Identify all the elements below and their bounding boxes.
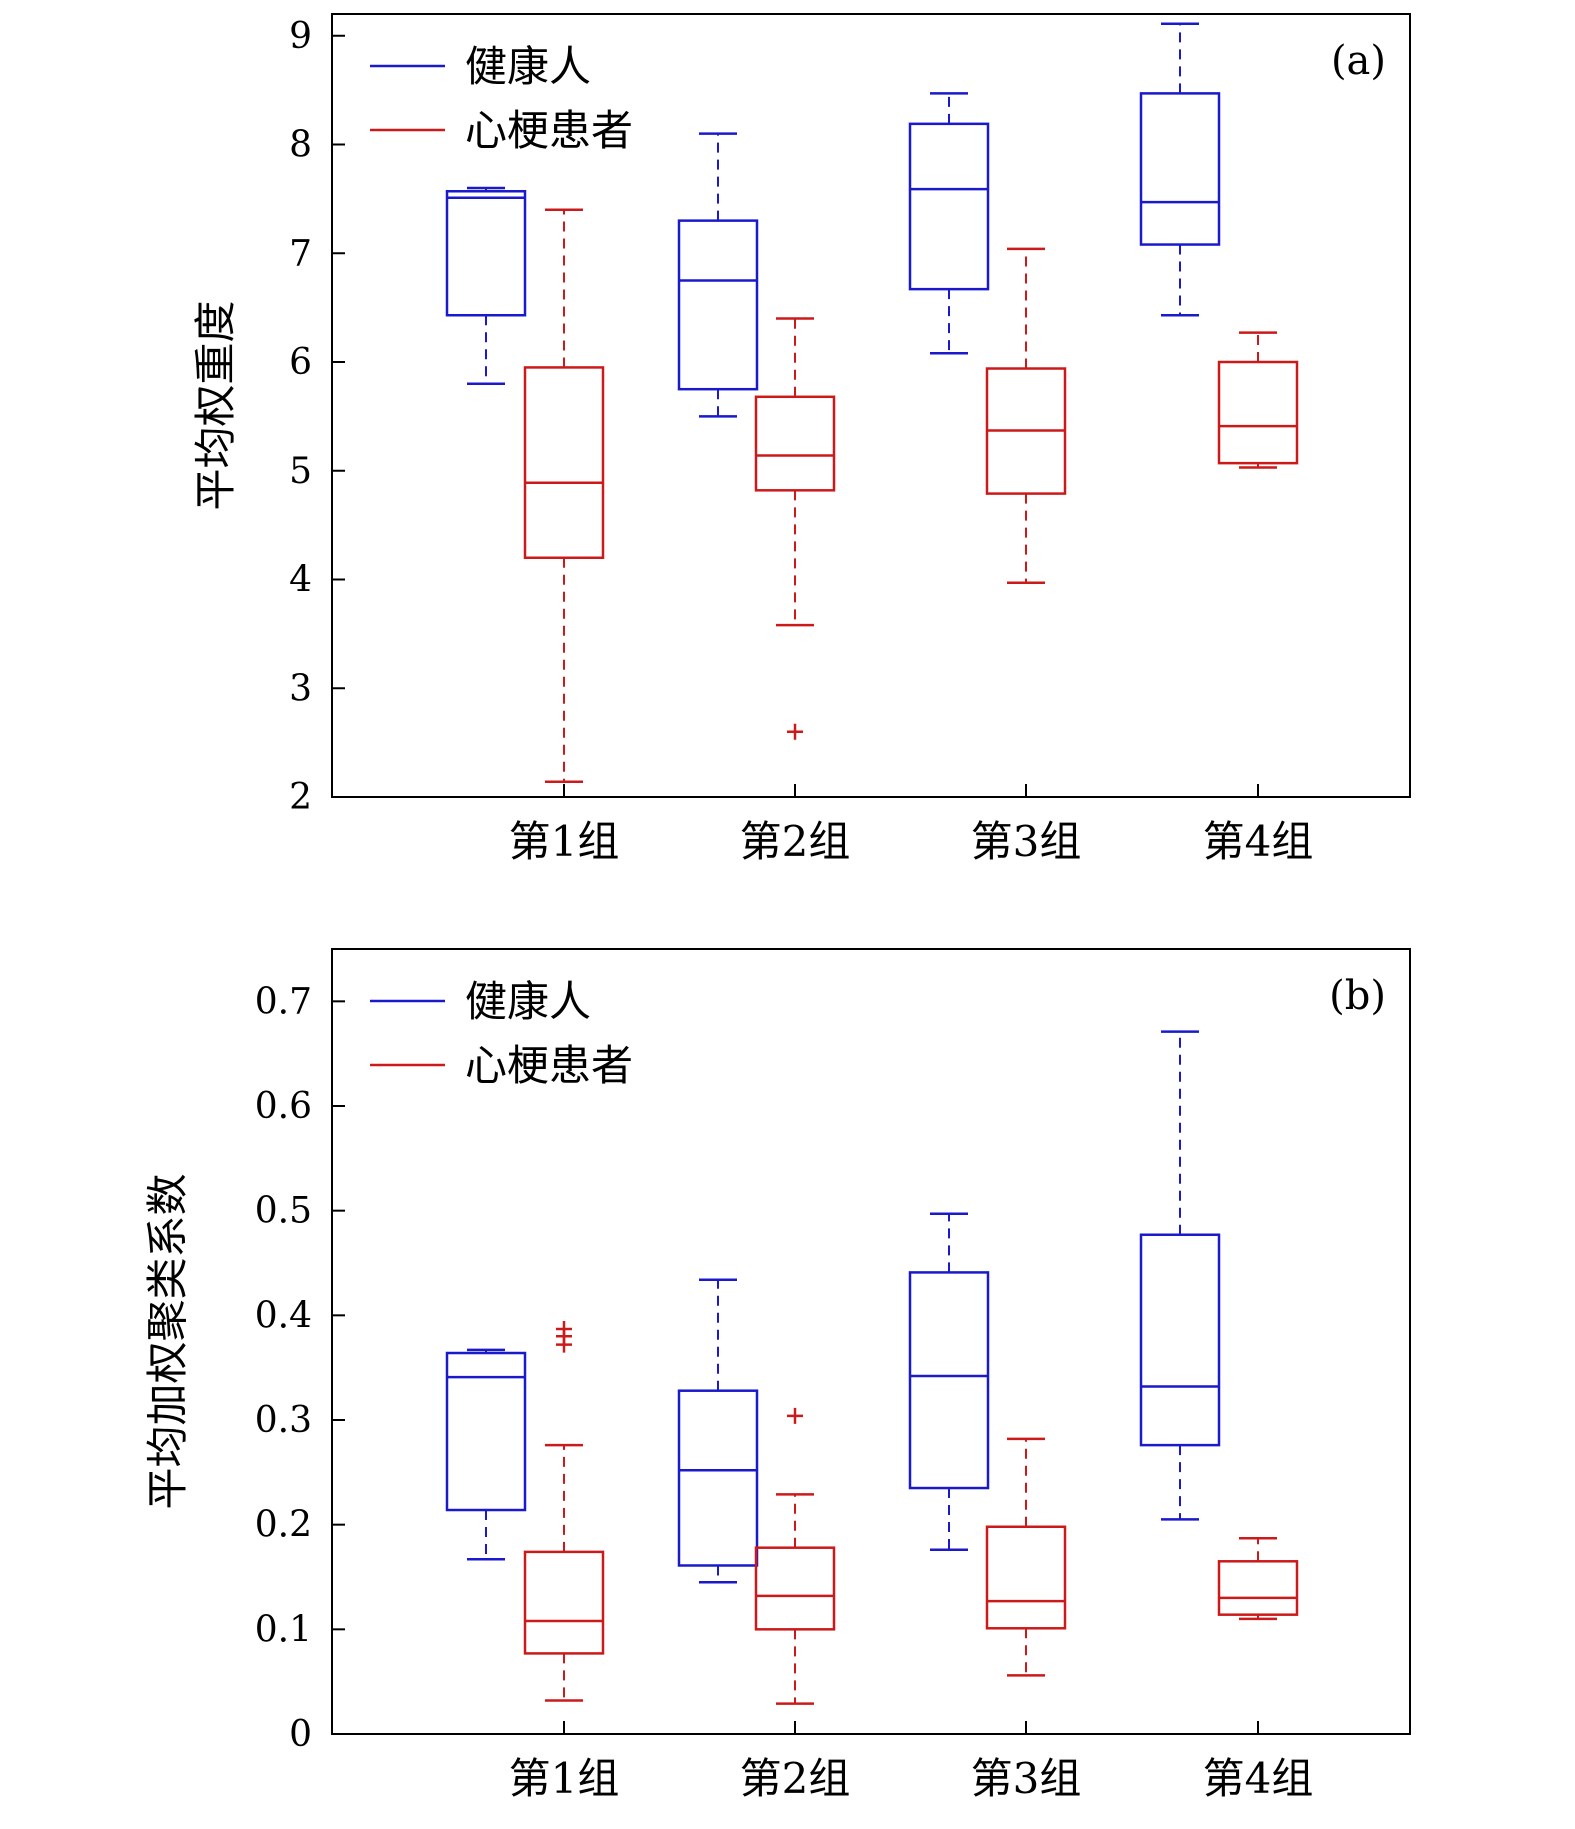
box-healthy-4 — [1139, 22, 1221, 317]
box-healthy-2 — [677, 1278, 759, 1584]
iqr-box — [523, 366, 605, 559]
y-tick-label: 5 — [289, 451, 312, 492]
iqr-box — [908, 122, 990, 291]
panel-b: 0 0.1 0.2 0.3 0.4 0.5 0.6 0.7 第1组 第2组 第3组 第4组 平均加权聚类… — [143, 948, 1411, 1803]
box-patient-4 — [1217, 331, 1299, 469]
box-healthy-4 — [1139, 1030, 1221, 1521]
y-tick-label: 4 — [289, 560, 312, 601]
y-tick-label: 0 — [289, 1714, 312, 1755]
iqr-box — [754, 1546, 836, 1631]
outlier-marker — [787, 1407, 803, 1424]
box-patient-1 — [523, 1320, 605, 1702]
y-tick-label: 7 — [289, 233, 312, 274]
iqr-box — [1139, 92, 1221, 246]
y-tick-label: 8 — [289, 125, 312, 166]
box-patient-2 — [754, 317, 836, 740]
iqr-box — [754, 395, 836, 492]
box-patient-2 — [754, 1407, 836, 1705]
outlier-marker — [787, 723, 803, 740]
iqr-box — [1217, 1560, 1299, 1616]
box-patient-3 — [985, 1437, 1067, 1677]
x-tick-label: 第1组 — [509, 1754, 620, 1803]
y-tick-label: 0.2 — [255, 1505, 312, 1546]
panel-label: (b) — [1329, 973, 1386, 1019]
y-axis-label: 平均权重度 — [191, 300, 240, 510]
y-axis-label: 平均加权聚类系数 — [143, 1173, 192, 1509]
box-patient-3 — [985, 247, 1067, 585]
y-tick-label: 2 — [289, 777, 312, 818]
box-healthy-1 — [445, 1348, 527, 1561]
y-tick-label: 0.5 — [255, 1191, 312, 1232]
y-tick-label: 0.4 — [255, 1295, 312, 1336]
y-tick-label: 3 — [289, 668, 312, 709]
y-tick-label: 0.3 — [255, 1400, 312, 1441]
iqr-box — [1217, 360, 1299, 465]
box-healthy-3 — [908, 92, 990, 355]
iqr-box — [523, 1550, 605, 1655]
legend-entry: 健康人 — [465, 42, 591, 91]
box-healthy-1 — [445, 186, 527, 385]
iqr-box — [985, 1525, 1067, 1630]
outlier-marker — [556, 1320, 572, 1337]
box-patient-1 — [523, 208, 605, 784]
y-tick-label: 9 — [289, 16, 312, 57]
iqr-box — [677, 219, 759, 391]
iqr-box — [445, 190, 527, 317]
iqr-box — [445, 1351, 527, 1512]
y-tick-label: 0.7 — [255, 981, 312, 1022]
x-tick-label: 第1组 — [509, 817, 620, 866]
x-tick-label: 第3组 — [971, 817, 1082, 866]
y-tick-label: 6 — [289, 342, 312, 383]
legend-entry: 心梗患者 — [465, 106, 633, 155]
plot-frame — [331, 948, 1411, 1735]
x-tick-label: 第2组 — [740, 1754, 851, 1803]
iqr-box — [1139, 1233, 1221, 1447]
x-tick-label: 第4组 — [1203, 1754, 1314, 1803]
y-tick-label: 0.1 — [255, 1609, 312, 1650]
box-healthy-2 — [677, 132, 759, 418]
iqr-box — [908, 1271, 990, 1490]
box-patient-4 — [1217, 1537, 1299, 1621]
legend-entry: 心梗患者 — [465, 1041, 633, 1090]
legend-entry: 健康人 — [465, 977, 591, 1026]
x-tick-label: 第2组 — [740, 817, 851, 866]
plot-frame — [331, 13, 1411, 798]
x-tick-label: 第4组 — [1203, 817, 1314, 866]
box-healthy-3 — [908, 1212, 990, 1552]
y-tick-label: 0.6 — [255, 1086, 312, 1127]
iqr-box — [677, 1389, 759, 1567]
panel-label: (a) — [1331, 38, 1386, 84]
x-tick-label: 第3组 — [971, 1754, 1082, 1803]
